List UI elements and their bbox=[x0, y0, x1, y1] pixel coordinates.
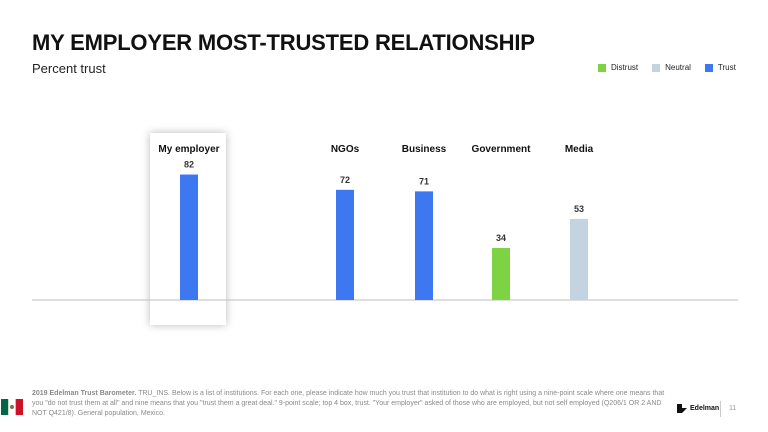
legend-swatch-neutral bbox=[652, 63, 661, 72]
value-label-ngos: 72 bbox=[340, 175, 350, 185]
category-label-ngos: NGOs bbox=[331, 144, 360, 155]
footnote-text: TRU_INS. Below is a list of institutions… bbox=[32, 390, 665, 417]
value-label-my-employer: 82 bbox=[184, 160, 194, 170]
category-label-government: Government bbox=[472, 144, 532, 155]
value-label-business: 71 bbox=[419, 176, 429, 186]
value-label-government: 34 bbox=[496, 233, 506, 243]
value-label-media: 53 bbox=[574, 204, 584, 214]
mexico-flag-icon bbox=[1, 399, 23, 415]
bar-my-employer bbox=[180, 174, 198, 300]
bar-government bbox=[492, 247, 510, 300]
legend-label-trust: Trust bbox=[717, 63, 736, 72]
bar-media bbox=[570, 218, 588, 300]
legend-item-trust: Trust bbox=[704, 63, 736, 72]
bar-ngos bbox=[336, 189, 354, 300]
footer-divider bbox=[720, 401, 721, 417]
legend-item-distrust: Distrust bbox=[598, 63, 638, 72]
footnote: 2019 Edelman Trust Barometer. TRU_INS. B… bbox=[32, 389, 672, 419]
legend-swatch-trust bbox=[704, 63, 713, 72]
legend-item-neutral: Neutral bbox=[652, 63, 691, 72]
edelman-logo-icon bbox=[677, 404, 687, 413]
legend-label-distrust: Distrust bbox=[611, 63, 639, 72]
chart-legend: Distrust Neutral Trust bbox=[598, 63, 736, 72]
legend-label-neutral: Neutral bbox=[665, 63, 691, 72]
legend-swatch-distrust bbox=[598, 63, 606, 72]
slide-subtitle: Percent trust bbox=[32, 61, 106, 76]
edelman-logo: Edelman bbox=[676, 402, 719, 414]
footnote-source: 2019 Edelman Trust Barometer. bbox=[32, 390, 137, 397]
category-label-media: Media bbox=[565, 144, 594, 155]
bar-business bbox=[415, 191, 433, 300]
page-number: 11 bbox=[729, 405, 737, 412]
logo-text: Edelman bbox=[690, 404, 720, 412]
slide-title: MY EMPLOYER MOST-TRUSTED RELATIONSHIP bbox=[32, 30, 535, 55]
category-label-my-employer: My employer bbox=[158, 144, 219, 155]
category-label-business: Business bbox=[402, 144, 447, 155]
